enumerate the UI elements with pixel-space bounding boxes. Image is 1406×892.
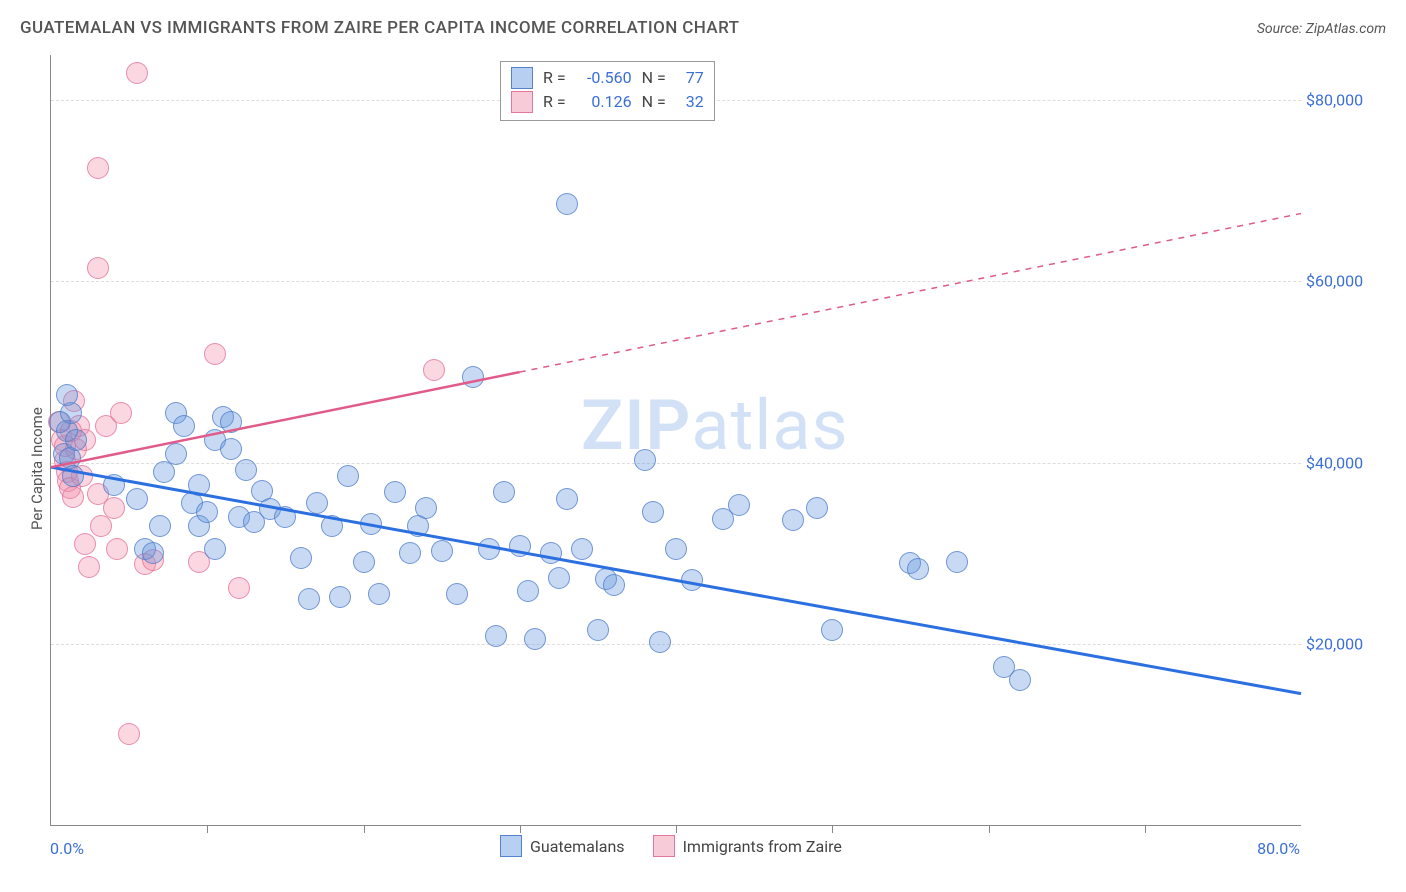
swatch-blue-icon	[500, 835, 522, 857]
y-axis-label: Per Capita Income	[28, 407, 46, 530]
r-label: R =	[543, 90, 566, 114]
trend-lines	[51, 55, 1301, 825]
trend-line	[51, 372, 520, 467]
swatch-blue-icon	[511, 67, 533, 89]
title-bar: GUATEMALAN VS IMMIGRANTS FROM ZAIRE PER …	[20, 18, 1386, 38]
r-value-b: 0.126	[576, 90, 632, 114]
plot-area: ZIPatlas $20,000$40,000$60,000$80,000	[50, 55, 1301, 826]
trend-line	[51, 467, 1301, 693]
trend-line	[520, 214, 1301, 373]
x-tick	[1145, 825, 1146, 833]
legend-stats-row-b: R = 0.126 N = 32	[511, 90, 704, 114]
y-tick-label: $80,000	[1306, 91, 1376, 110]
legend-stats-row-a: R = -0.560 N = 77	[511, 66, 704, 90]
n-label: N =	[642, 90, 666, 114]
x-tick	[832, 825, 833, 833]
chart-title: GUATEMALAN VS IMMIGRANTS FROM ZAIRE PER …	[20, 18, 739, 38]
r-label: R =	[543, 66, 566, 90]
x-tick	[989, 825, 990, 833]
y-tick-label: $20,000	[1306, 634, 1376, 653]
source-attribution: Source: ZipAtlas.com	[1257, 21, 1386, 37]
x-tick	[207, 825, 208, 833]
n-value-b: 32	[676, 90, 704, 114]
y-tick-label: $40,000	[1306, 453, 1376, 472]
n-label: N =	[642, 66, 666, 90]
legend-series: Guatemalans Immigrants from Zaire	[500, 835, 842, 857]
x-tick	[676, 825, 677, 833]
legend-stats: R = -0.560 N = 77 R = 0.126 N = 32	[500, 61, 715, 121]
n-value-a: 77	[676, 66, 704, 90]
legend-item-a: Guatemalans	[500, 835, 625, 857]
y-tick-label: $60,000	[1306, 272, 1376, 291]
swatch-pink-icon	[511, 91, 533, 113]
swatch-pink-icon	[653, 835, 675, 857]
x-min-label: 0.0%	[50, 839, 84, 858]
legend-label-b: Immigrants from Zaire	[683, 837, 842, 856]
x-max-label: 80.0%	[1257, 839, 1300, 858]
legend-label-a: Guatemalans	[530, 837, 625, 856]
legend-item-b: Immigrants from Zaire	[653, 835, 842, 857]
r-value-a: -0.560	[576, 66, 632, 90]
x-tick	[364, 825, 365, 833]
x-tick	[520, 825, 521, 833]
